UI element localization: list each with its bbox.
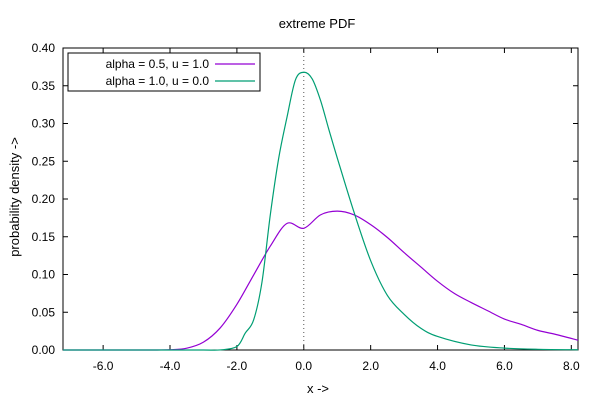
series-line-2 (63, 71, 579, 351)
legend-label-2: alpha = 1.0, u = 0.0 (106, 74, 210, 88)
x-tick-label: 4.0 (429, 359, 446, 373)
y-tick-label: 0.20 (32, 192, 56, 206)
x-tick-label: 2.0 (362, 359, 379, 373)
y-tick-label: 0.10 (32, 268, 56, 282)
legend-box (67, 52, 261, 92)
series-line-1 (63, 210, 579, 351)
y-tick-label: 0.35 (32, 79, 56, 93)
y-tick-label: 0.15 (32, 230, 56, 244)
legend-label-1: alpha = 0.5, u = 1.0 (106, 57, 210, 71)
x-tick-label: -6.0 (93, 359, 114, 373)
x-tick-label: -4.0 (160, 359, 181, 373)
x-axis-label: x -> (307, 381, 329, 396)
y-axis-label: probability density -> (7, 137, 22, 257)
x-tick-label: 8.0 (563, 359, 580, 373)
y-tick-label: 0.05 (32, 305, 56, 319)
x-tick-label: 6.0 (496, 359, 513, 373)
y-tick-label: 0.25 (32, 154, 56, 168)
y-tick-label: 0.30 (32, 117, 56, 131)
y-tick-label: 0.40 (32, 41, 56, 55)
chart-title: extreme PDF (279, 16, 356, 31)
plot-area: 0.00 0.05 0.10 0.15 0.20 0.25 0.30 0.35 0.40 -6.0… (32, 41, 580, 373)
plot-frame (62, 47, 579, 351)
x-tick-label: 0.0 (295, 359, 312, 373)
x-tick-label: -2.0 (227, 359, 248, 373)
y-tick-label: 0.00 (32, 343, 56, 357)
